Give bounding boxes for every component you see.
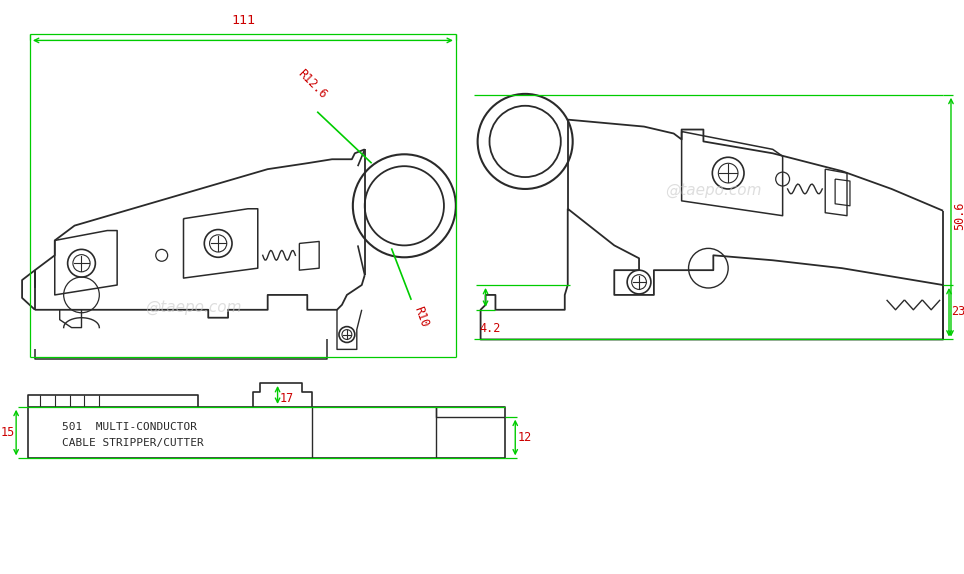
Text: 17: 17 [280, 393, 294, 405]
Text: 50.6: 50.6 [953, 201, 964, 230]
Text: R12.6: R12.6 [295, 67, 330, 102]
Text: @taepo.com: @taepo.com [665, 184, 762, 199]
Text: 12: 12 [518, 431, 531, 444]
Text: 23: 23 [951, 305, 964, 318]
Text: 501  MULTI-CONDUCTOR: 501 MULTI-CONDUCTOR [62, 422, 197, 432]
Text: @taepo.com: @taepo.com [146, 300, 242, 315]
Text: 15: 15 [1, 426, 15, 439]
Text: 4.2: 4.2 [480, 321, 501, 335]
Text: 111: 111 [231, 14, 254, 26]
Text: R10: R10 [412, 305, 431, 329]
Text: CABLE STRIPPER/CUTTER: CABLE STRIPPER/CUTTER [62, 439, 203, 448]
